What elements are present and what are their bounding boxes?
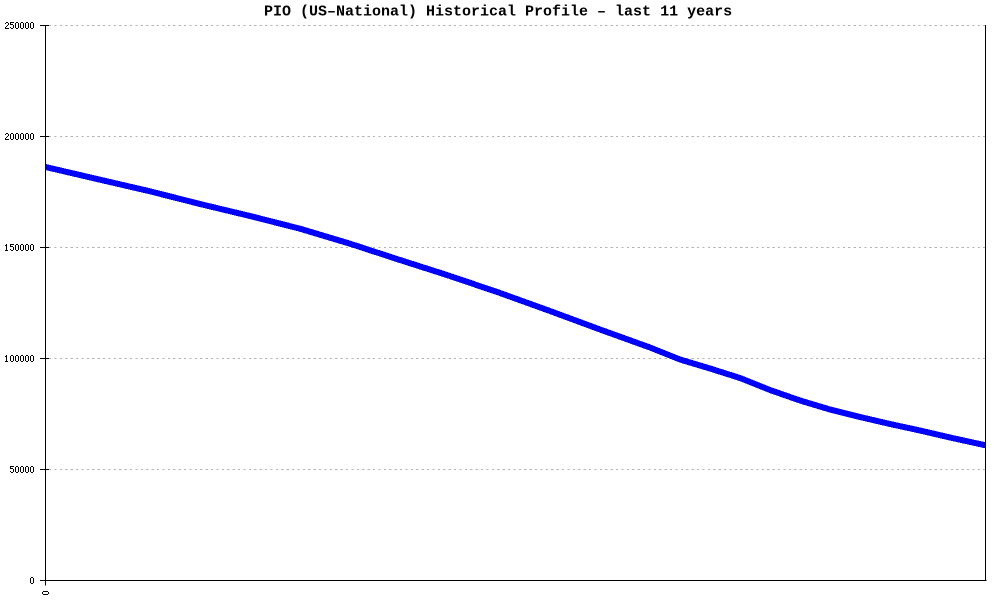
svg-text:PIO (US–National) Historical P: PIO (US–National) Historical Profile – l…: [264, 4, 732, 21]
